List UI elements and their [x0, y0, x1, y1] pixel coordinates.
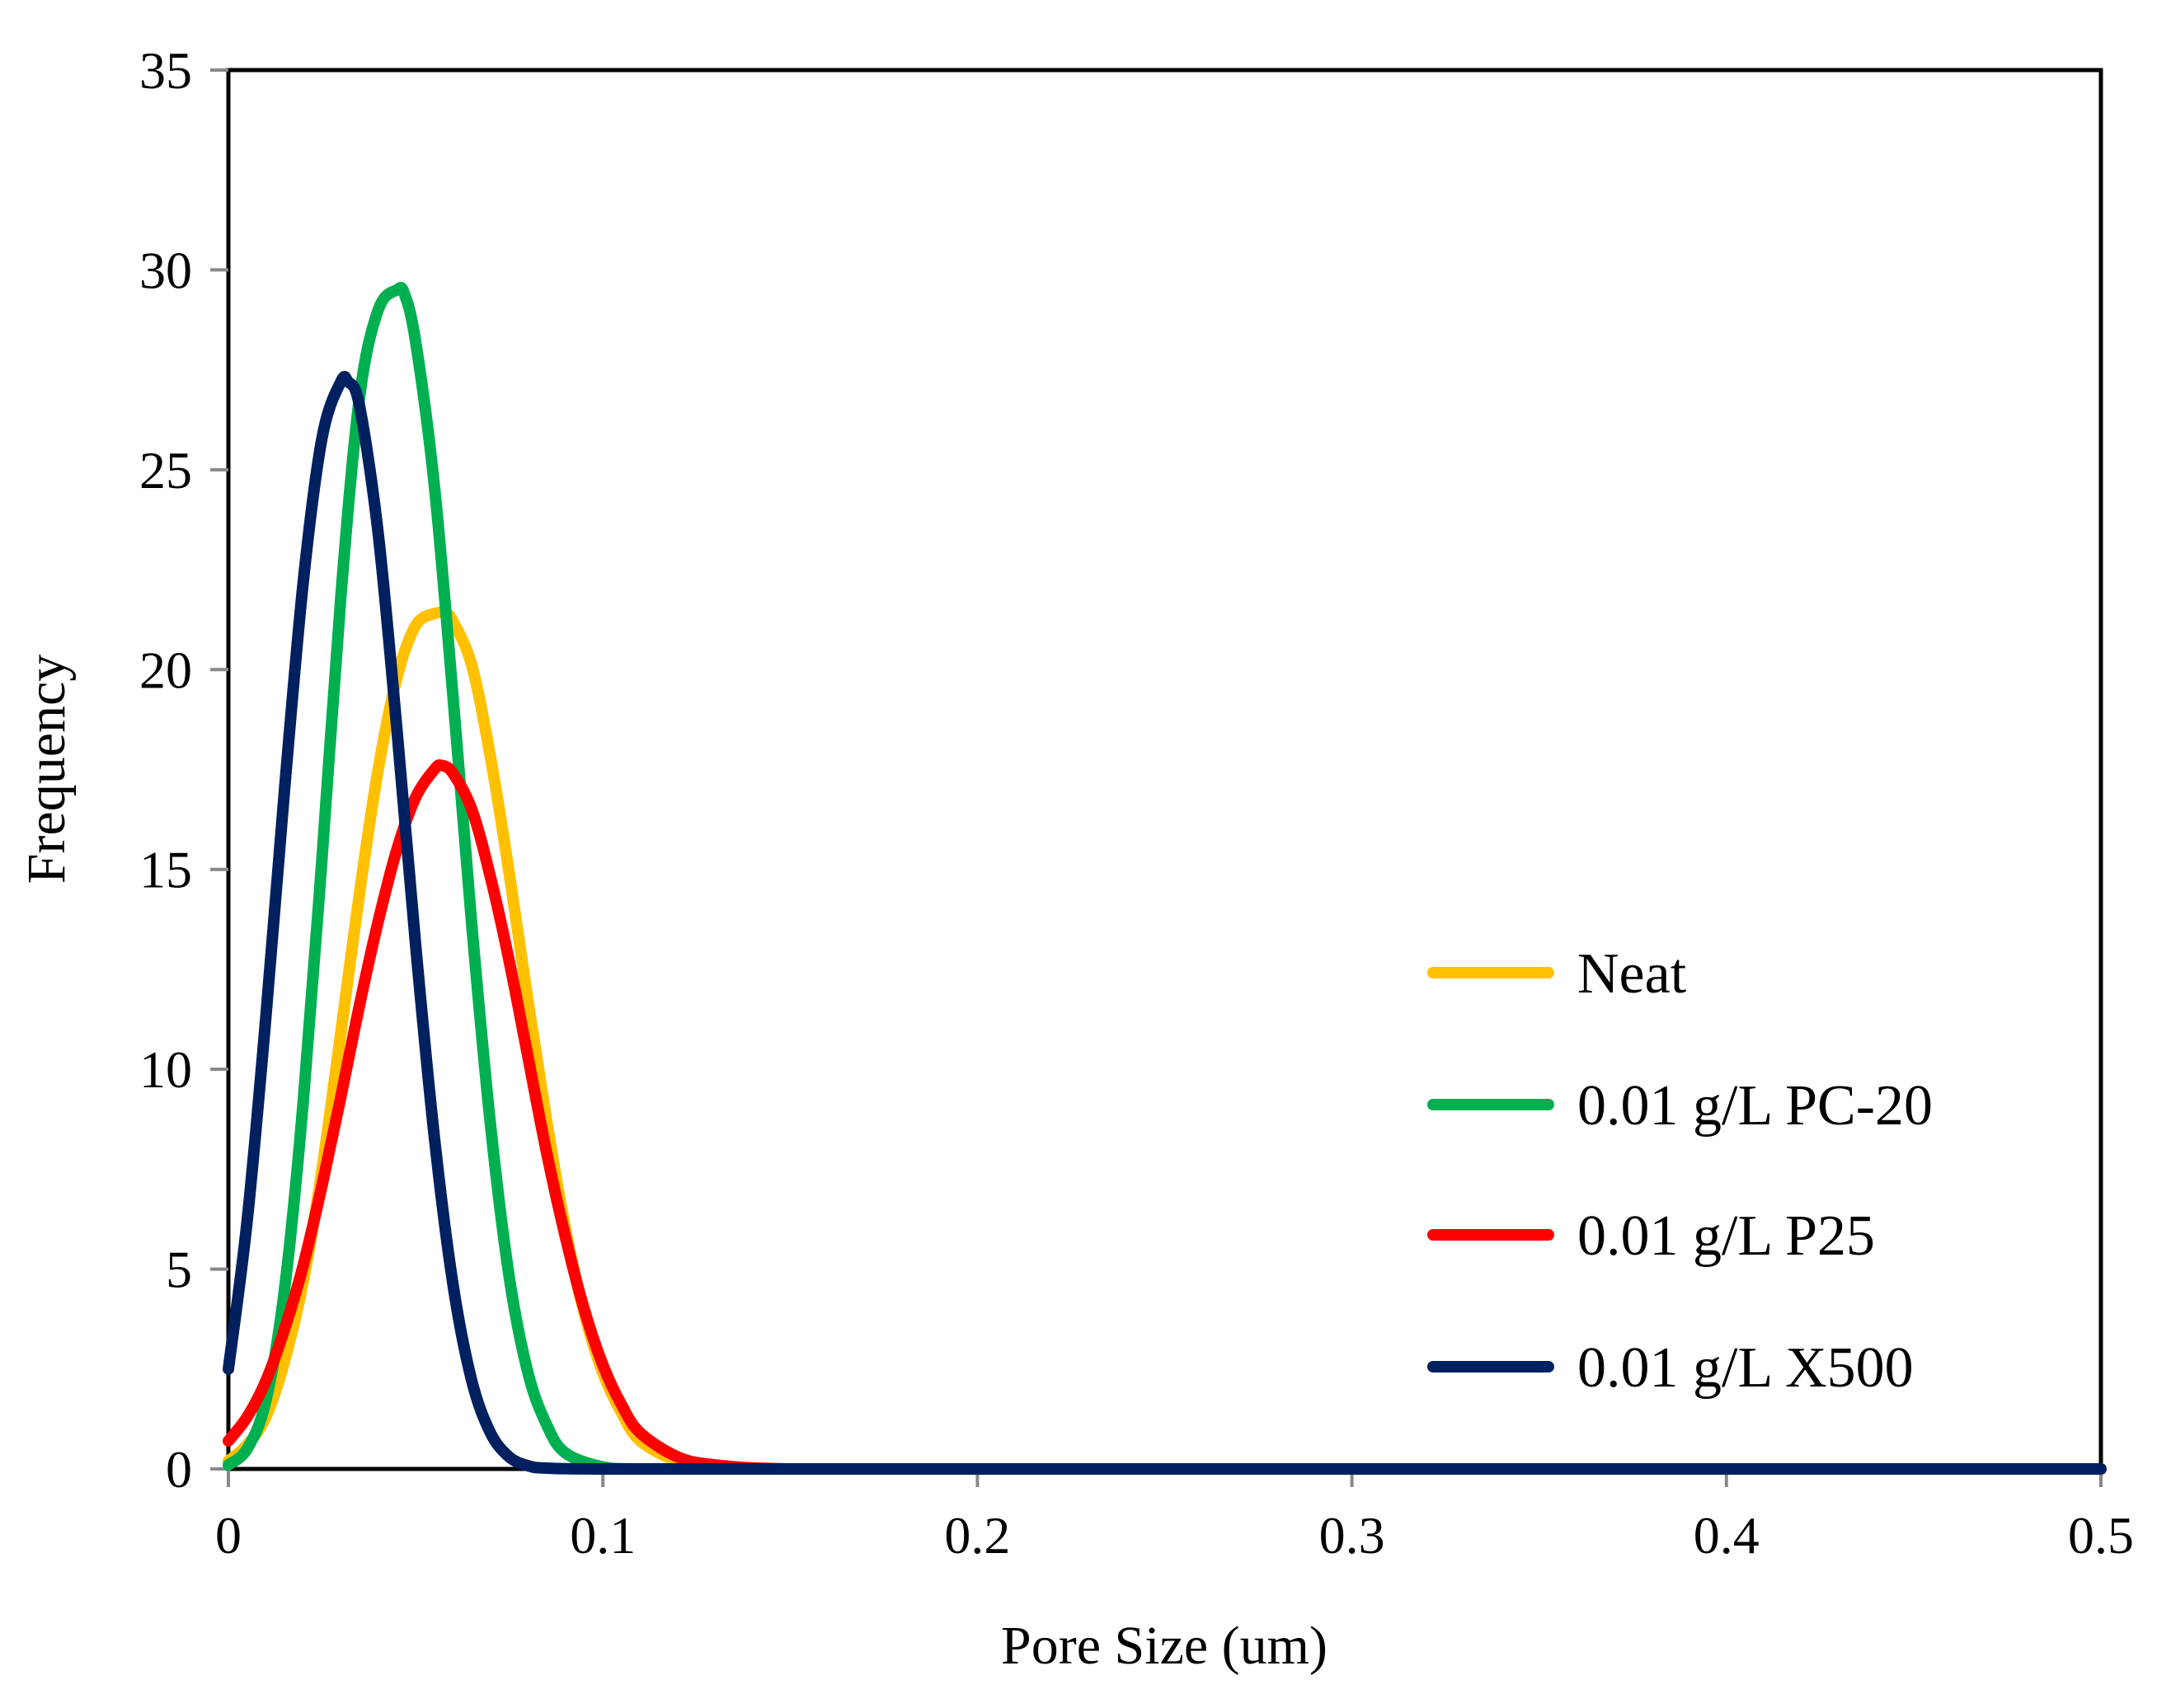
x-tick-label: 0: [215, 1506, 242, 1565]
legend-label-0-01-g-l-x500: 0.01 g/L X500: [1577, 1336, 1914, 1400]
y-tick-label: 25: [139, 441, 192, 500]
legend-label-0-01-g-l-p25: 0.01 g/L P25: [1577, 1204, 1875, 1268]
y-tick-label: 30: [139, 241, 192, 299]
x-tick-label: 0.5: [2068, 1506, 2134, 1565]
x-tick-label: 0.3: [1319, 1506, 1385, 1565]
y-tick-label: 0: [166, 1440, 192, 1499]
x-axis-title: Pore Size (um): [1001, 1616, 1328, 1676]
series-lines: [223, 281, 2107, 1476]
legend-label-neat: Neat: [1577, 942, 1687, 1006]
y-axis-title: Frequency: [16, 655, 77, 884]
legend: Neat 0.01 g/L PC-20 0.01 g/L P25 0.01 g/L X…: [1427, 942, 1933, 1400]
y-axis-ticks: 0 5 10 15 20 25 30 35: [139, 41, 228, 1499]
x-tick-label: 0.2: [944, 1506, 1010, 1565]
y-tick-label: 10: [139, 1040, 192, 1099]
x-axis-ticks: 0 0.1 0.2 0.3 0.4 0.5: [215, 1469, 2134, 1565]
legend-label-0-01-g-l-pc-20: 0.01 g/L PC-20: [1577, 1074, 1933, 1138]
x-tick-label: 0.4: [1694, 1506, 1760, 1565]
y-tick-label: 20: [139, 640, 192, 699]
y-tick-label: 35: [139, 41, 192, 100]
y-tick-label: 15: [139, 841, 192, 899]
series-line-0-01-g-l-x500: [223, 370, 2107, 1476]
y-tick-label: 5: [166, 1241, 192, 1299]
x-tick-label: 0.1: [570, 1506, 636, 1565]
